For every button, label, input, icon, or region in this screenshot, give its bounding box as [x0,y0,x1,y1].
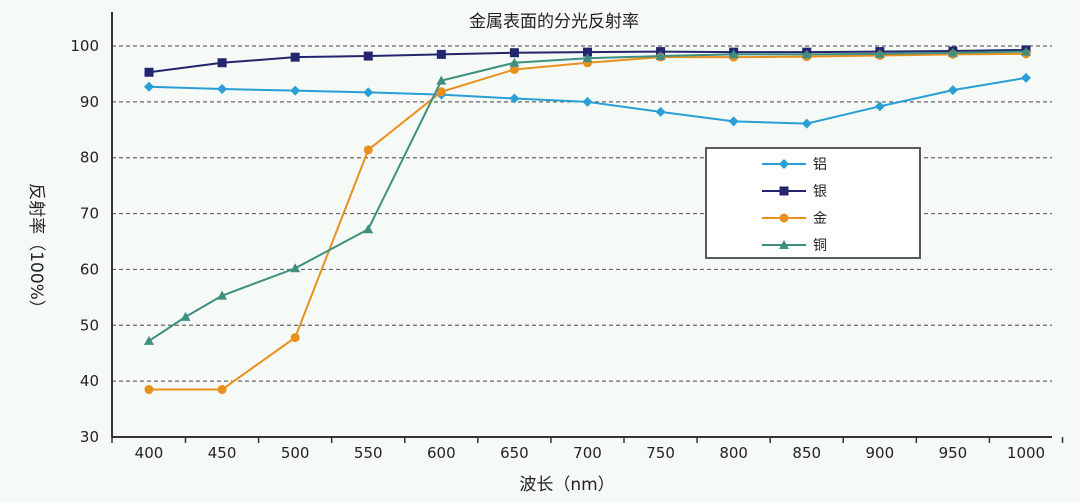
y-tick-label: 90 [80,93,99,111]
data-point [582,53,593,63]
y-tick-label: 40 [80,372,99,390]
x-tick-label: 750 [646,444,675,462]
y-axis-label: 反射率（100%） [26,183,46,317]
chart-title: 金属表面的分光反射率 [469,12,639,32]
legend-item: 铝 [762,157,827,173]
data-point [144,385,154,395]
data-point [217,385,227,395]
data-point [779,240,789,249]
data-point [290,85,301,96]
series-铝 [144,72,1031,129]
data-point [363,51,373,61]
x-tick-label: 800 [719,444,748,462]
data-point [874,101,885,112]
data-point [655,106,666,117]
data-point [583,47,592,57]
legend-label: 铝 [813,157,827,173]
legend-item: 铜 [762,238,827,254]
x-tick-label: 1000 [1007,444,1045,462]
data-point [947,85,958,96]
legend-label: 银 [813,184,827,200]
x-tick-label: 450 [208,444,237,462]
data-point [509,48,519,58]
x-tick-label: 500 [281,444,310,462]
data-point [144,81,154,92]
data-point [436,75,447,85]
y-axis-label-group: 反射率（100%） [26,183,46,317]
data-point [509,57,520,67]
data-point [1021,46,1031,56]
grid-layer [112,45,1052,382]
data-point [217,84,228,95]
data-point [144,335,154,345]
series-铜 [144,46,1031,345]
y-tick-label: 60 [80,260,99,278]
data-point [728,49,739,59]
series-layer [144,45,1031,395]
legend-label: 金 [813,211,827,227]
x-tick-label: 900 [866,444,895,462]
data-point [363,224,374,234]
data-point [290,263,301,273]
legend-box [705,147,921,259]
x-tick-label: 650 [500,444,529,462]
data-point [290,52,300,62]
axes-layer: 30 40 50 60 70 80 90 100 400 450 500 550 600 650 700 75… [70,12,1064,462]
data-point [779,159,789,169]
data-point [363,145,373,155]
data-point [290,333,300,343]
data-point [217,58,227,68]
data-point [509,93,520,104]
data-point [363,87,374,98]
data-point [509,64,519,74]
legend-item: 金 [762,211,827,227]
data-point [801,118,812,129]
data-point [436,49,446,59]
data-point [779,186,789,196]
x-axis-label: 波长（nm） [519,475,614,495]
data-point [180,311,191,321]
x-tick-label: 850 [792,444,821,462]
x-tick-label: 950 [939,444,968,462]
x-tick-label: 600 [427,444,456,462]
data-point [655,51,666,61]
legend-label: 铜 [813,238,827,254]
data-point [779,213,789,223]
data-point [728,116,739,127]
x-tick-label: 550 [354,444,383,462]
x-tick-label: 400 [135,444,164,462]
data-point [217,290,228,300]
legend-item: 银 [762,184,827,200]
data-point [582,96,593,107]
data-point [436,87,446,97]
data-point [801,49,812,59]
series-line [148,50,1027,342]
y-tick-label: 70 [80,205,99,223]
y-tick-label: 100 [70,37,99,55]
x-tick-label: 700 [573,444,602,462]
y-tick-label: 50 [80,316,99,334]
y-tick-label: 30 [80,428,99,446]
data-point [144,67,154,77]
data-point [874,48,885,58]
y-tick-label: 80 [80,149,99,167]
data-point [947,47,958,57]
data-point [1021,72,1031,83]
